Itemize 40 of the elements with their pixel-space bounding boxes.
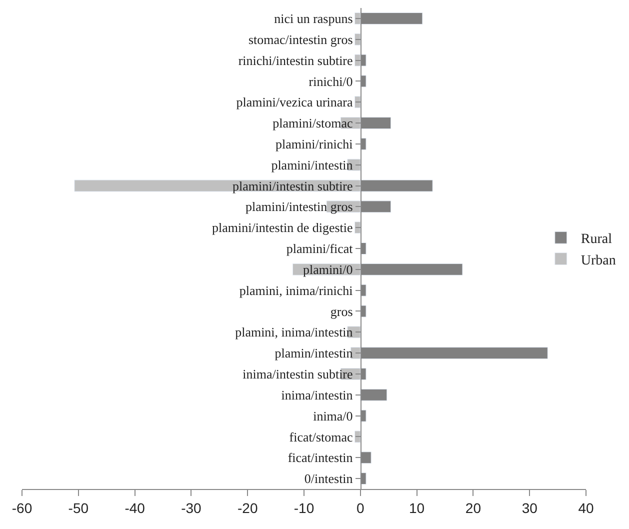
y-tick-label: plamini/intestin subtire — [232, 178, 354, 194]
y-tick-label: plamini/ficat — [286, 241, 354, 256]
x-tick-label: 10 — [409, 500, 425, 516]
y-tick-label: inima/0 — [313, 408, 353, 424]
legend-label: Urban — [580, 253, 616, 268]
x-tick-label: 30 — [522, 500, 538, 516]
x-tick-label: -40 — [124, 500, 146, 516]
x-tick-label: 0 — [356, 500, 364, 516]
bar — [354, 222, 361, 234]
y-tick-label: plamini/rinichi — [276, 136, 354, 152]
y-tick-label: rinichi/intestin subtire — [238, 52, 354, 68]
y-tick-label: nici un raspuns — [274, 11, 353, 26]
y-tick-label: plamini/intestin de digestie — [212, 220, 354, 236]
bar — [354, 430, 361, 443]
x-tick-label: -30 — [181, 500, 202, 516]
y-tick-label: plamini, inima/rinichi — [239, 282, 354, 298]
y-tick-label: 0/intestin — [304, 471, 354, 486]
x-tick-label: -10 — [294, 500, 314, 516]
y-tick-label: plamini/vezica urinara — [236, 94, 354, 110]
y-tick-label: plamini/intestin gros — [246, 199, 353, 214]
y-tick-label: gros — [330, 304, 353, 319]
y-tick-label: stomac/intestin gros — [248, 32, 353, 47]
y-tick-label: plamini, inima/intestin — [235, 324, 354, 340]
y-tick-label: inima/intestin — [281, 387, 354, 402]
y-tick-label: inima/intestin subtire — [242, 366, 354, 382]
y-tick-label: plamini/intestin — [271, 157, 354, 172]
y-tick-label: plamini/0 — [302, 262, 353, 277]
y-tick-label: ficat/intestin — [288, 450, 354, 466]
x-tick-label: 40 — [578, 500, 594, 516]
bar — [354, 33, 361, 46]
y-tick-label: plamin/intestin — [274, 346, 354, 361]
x-tick-label: 20 — [465, 500, 482, 516]
x-tick-label: -60 — [12, 500, 32, 516]
legend-label: Rural — [580, 232, 612, 248]
y-tick-label: rinichi/0 — [308, 74, 353, 89]
bar — [354, 96, 361, 108]
x-tick-label: -50 — [68, 500, 89, 516]
x-tick-label: -20 — [237, 500, 258, 516]
y-tick-label: plamini/stomac — [272, 116, 354, 131]
y-tick-label: ficat/stomac — [289, 429, 354, 444]
